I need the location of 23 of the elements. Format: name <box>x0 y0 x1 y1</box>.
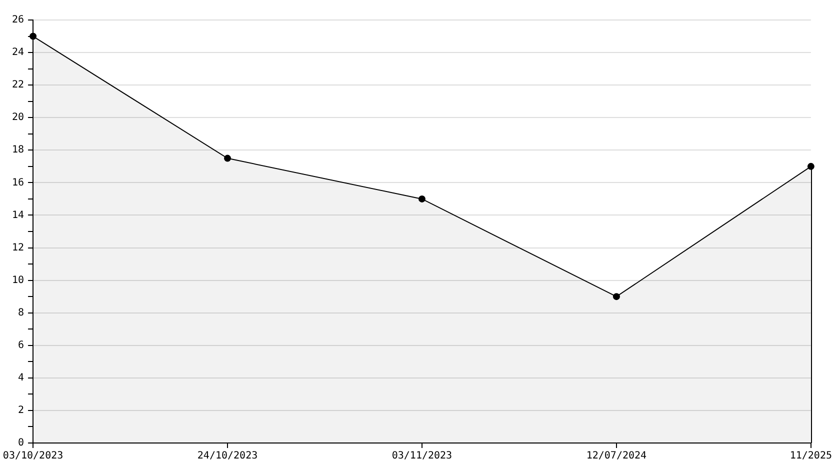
x-tick-label: 03/11/2023 <box>392 450 452 462</box>
y-tick-label: 24 <box>12 47 24 58</box>
y-tick-label: 2 <box>18 405 24 416</box>
x-tick-label: 12/07/2024 <box>586 450 647 462</box>
x-tick-label: 11/2025 <box>790 450 832 462</box>
y-tick-label: 14 <box>12 210 24 221</box>
y-tick-label: 20 <box>12 112 24 124</box>
y-tick-label: 12 <box>12 242 24 254</box>
point <box>807 162 814 170</box>
y-tick-label: 26 <box>12 14 24 26</box>
point <box>612 293 620 300</box>
point <box>418 195 426 202</box>
y-tick-label: 16 <box>12 177 24 188</box>
y-tick-label: 8 <box>18 307 24 318</box>
y-tick-label: 18 <box>12 144 24 156</box>
x-tick-label: 03/10/2023 <box>2 450 64 462</box>
y-tick-label: 22 <box>12 80 24 91</box>
y-tick-label: 0 <box>18 438 24 449</box>
y-tick-label: 6 <box>18 340 24 351</box>
point <box>224 154 232 162</box>
y-tick-label: 10 <box>12 274 24 286</box>
x-tick-label: 24/10/2023 <box>197 450 258 462</box>
y-tick-label: 4 <box>18 372 24 384</box>
